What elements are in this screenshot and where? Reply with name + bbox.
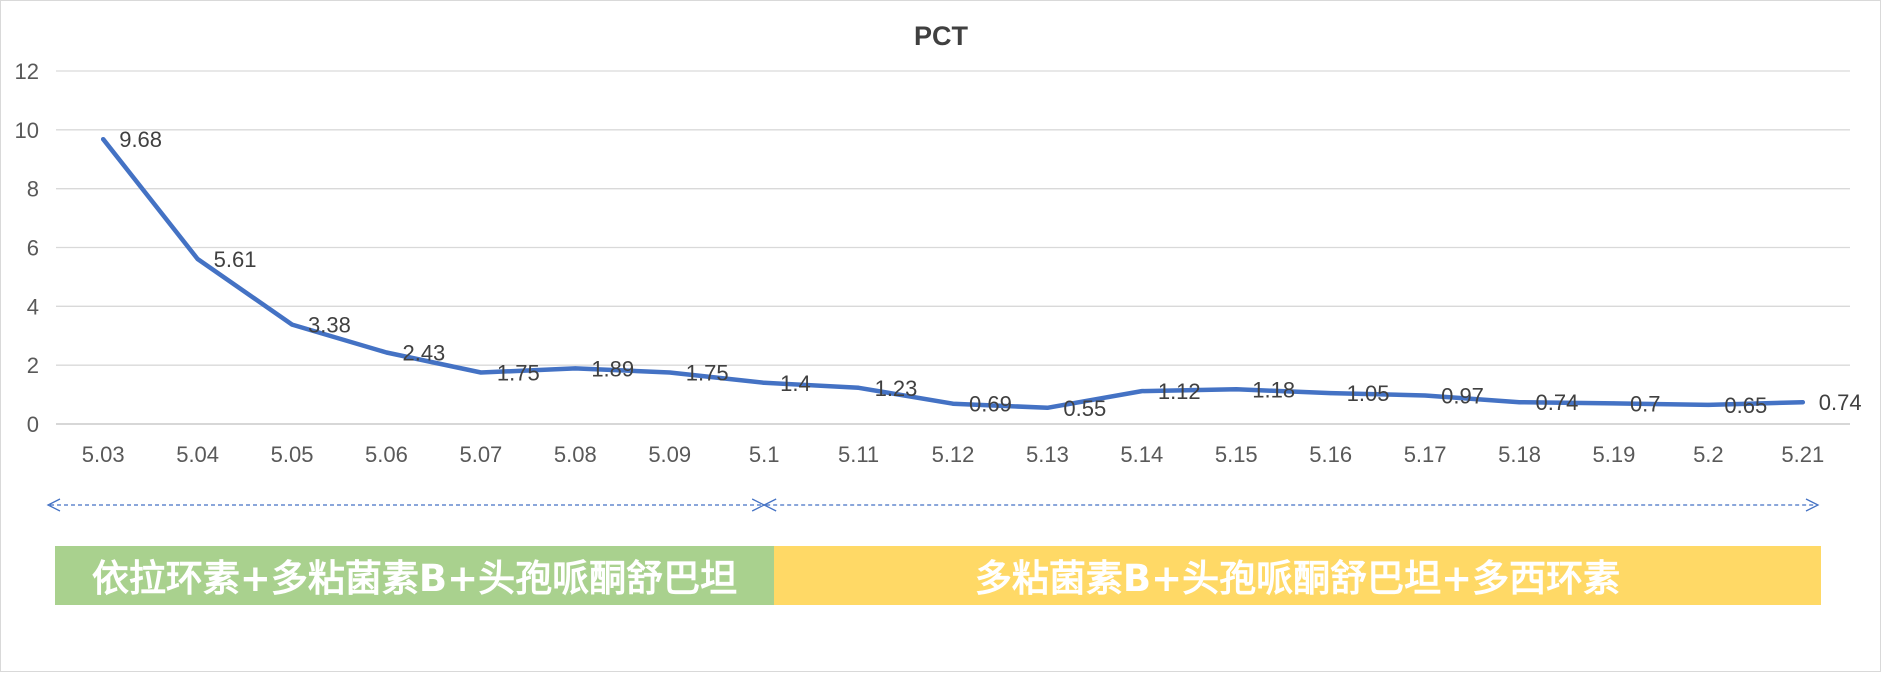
data-label: 9.68 bbox=[119, 127, 162, 152]
data-label: 1.4 bbox=[780, 371, 811, 396]
x-axis-ticks: 5.03 5.04 5.05 5.06 5.07 5.08 5.09 5.1 5.11 5.12 5… bbox=[82, 442, 1824, 467]
x-tick-label: 5.14 bbox=[1120, 442, 1163, 467]
x-tick-label: 5.07 bbox=[459, 442, 502, 467]
data-label: 1.75 bbox=[497, 361, 540, 386]
data-label: 0.7 bbox=[1630, 391, 1661, 416]
x-tick-label: 5.03 bbox=[82, 442, 125, 467]
x-tick-label: 5.21 bbox=[1781, 442, 1824, 467]
data-label: 0.65 bbox=[1724, 393, 1767, 418]
treatment-bar-label: 多粘菌素B+头孢哌酮舒巴坦+多西环素 bbox=[975, 557, 1620, 600]
series-line bbox=[100, 136, 1806, 411]
x-tick-label: 5.06 bbox=[365, 442, 408, 467]
x-tick-label: 5.18 bbox=[1498, 442, 1541, 467]
y-tick-label: 4 bbox=[27, 294, 39, 319]
arrow-head-left bbox=[762, 498, 777, 512]
data-point bbox=[573, 366, 578, 371]
data-point bbox=[762, 380, 767, 385]
data-point bbox=[951, 401, 955, 406]
data-label: 0.55 bbox=[1063, 396, 1106, 421]
y-tick-label: 2 bbox=[27, 353, 39, 378]
y-axis-ticks: 0 2 4 6 8 10 12 bbox=[15, 59, 39, 437]
data-label: 1.18 bbox=[1252, 377, 1295, 402]
data-label: 2.43 bbox=[402, 341, 445, 366]
x-tick-label: 5.05 bbox=[271, 442, 314, 467]
data-point bbox=[1234, 387, 1239, 392]
series-line-path bbox=[100, 136, 1806, 411]
treatment-bar bbox=[774, 546, 1821, 605]
data-label: 5.61 bbox=[214, 247, 257, 272]
arrow-head-left bbox=[46, 498, 61, 512]
x-tick-label: 5.19 bbox=[1593, 442, 1636, 467]
y-tick-label: 8 bbox=[27, 177, 39, 202]
y-tick-label: 6 bbox=[27, 236, 39, 261]
y-tick-label: 10 bbox=[15, 118, 39, 143]
data-label: 0.97 bbox=[1441, 383, 1484, 408]
data-label: 1.23 bbox=[875, 376, 918, 401]
data-point bbox=[478, 370, 483, 375]
treatment-bar-label: 依拉环素+多粘菌素B+头孢哌酮舒巴坦 bbox=[92, 557, 737, 600]
x-tick-label: 5.12 bbox=[932, 442, 975, 467]
data-point bbox=[1611, 401, 1616, 406]
data-point bbox=[1139, 389, 1144, 394]
arrow-head-right bbox=[1805, 498, 1820, 512]
data-point bbox=[1423, 393, 1428, 398]
x-tick-label: 5.08 bbox=[554, 442, 597, 467]
treatment-bar bbox=[55, 546, 774, 605]
data-point bbox=[101, 137, 106, 142]
data-label: 1.12 bbox=[1158, 379, 1201, 404]
data-label: 1.89 bbox=[591, 356, 634, 381]
x-tick-label: 5.13 bbox=[1026, 442, 1069, 467]
data-point bbox=[195, 256, 200, 261]
data-label: 0.69 bbox=[969, 392, 1012, 417]
data-labels: 9.68 5.61 3.38 2.43 1.75 1.89 1.75 1.4 1.23 0.69 0… bbox=[119, 127, 1861, 421]
x-tick-label: 5.04 bbox=[176, 442, 219, 467]
y-tick-label: 0 bbox=[27, 412, 39, 437]
data-label: 1.75 bbox=[686, 361, 729, 386]
data-point bbox=[290, 322, 295, 327]
data-point bbox=[1706, 402, 1711, 407]
chart-title: PCT bbox=[914, 21, 969, 51]
data-label: 3.38 bbox=[308, 313, 351, 338]
data-label: 1.05 bbox=[1347, 381, 1390, 406]
x-tick-label: 5.17 bbox=[1404, 442, 1447, 467]
treatment-arrows bbox=[46, 498, 1820, 512]
data-point bbox=[856, 385, 861, 390]
data-point bbox=[384, 350, 389, 355]
x-tick-label: 5.09 bbox=[648, 442, 691, 467]
data-point bbox=[1800, 400, 1805, 405]
data-point bbox=[1328, 391, 1333, 396]
x-tick-label: 5.16 bbox=[1309, 442, 1352, 467]
data-label: 0.74 bbox=[1819, 390, 1862, 415]
data-point bbox=[1045, 405, 1050, 410]
data-point bbox=[1517, 400, 1522, 405]
data-point bbox=[667, 370, 672, 375]
x-tick-label: 5.11 bbox=[838, 442, 879, 467]
x-tick-label: 5.1 bbox=[749, 442, 780, 467]
gridlines bbox=[56, 70, 1850, 425]
x-tick-label: 5.15 bbox=[1215, 442, 1258, 467]
data-label: 0.74 bbox=[1536, 390, 1579, 415]
x-tick-label: 5.2 bbox=[1693, 442, 1724, 467]
y-tick-label: 12 bbox=[15, 59, 39, 84]
treatment-bars: 依拉环素+多粘菌素B+头孢哌酮舒巴坦 多粘菌素B+头孢哌酮舒巴坦+多西环素 bbox=[55, 546, 1821, 605]
